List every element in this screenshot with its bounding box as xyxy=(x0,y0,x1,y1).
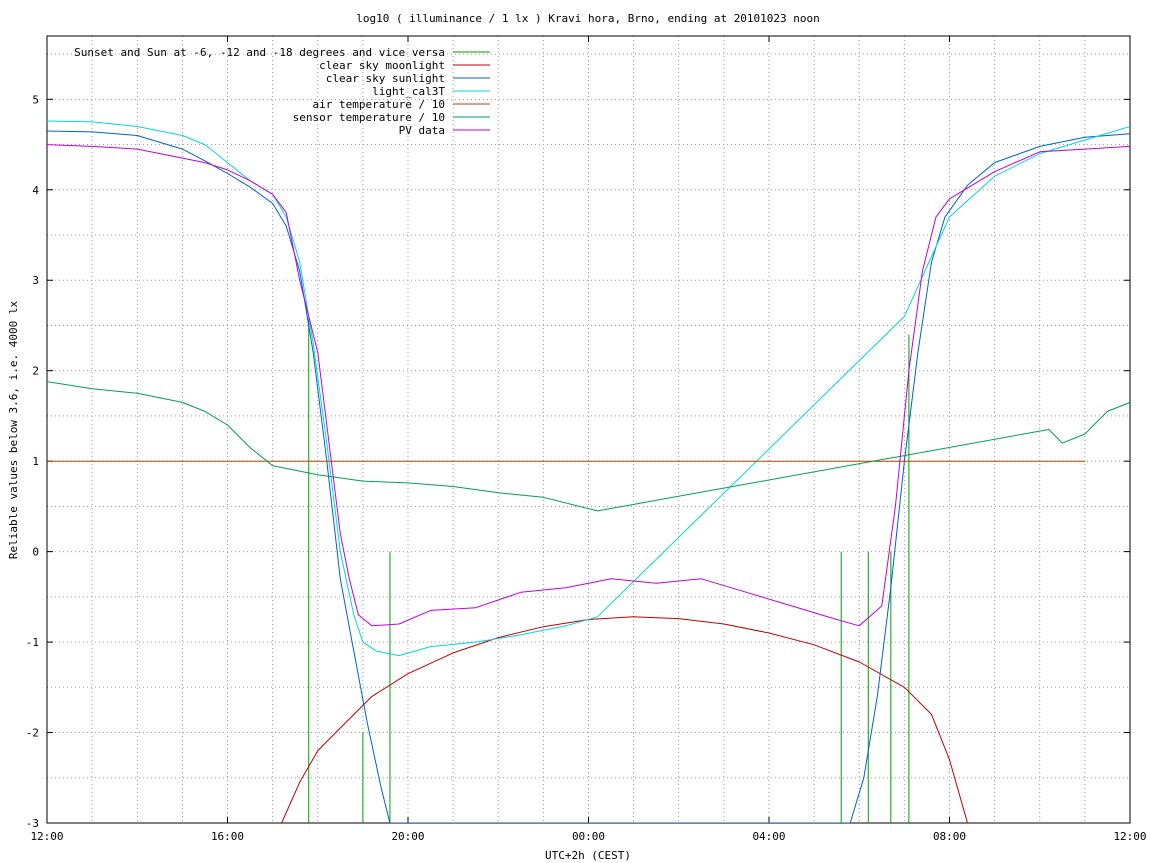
y-tick-label: -3 xyxy=(26,817,39,830)
y-tick-label: -1 xyxy=(26,636,39,649)
series-lines xyxy=(47,120,1130,823)
series-line-3 xyxy=(47,120,1130,657)
series-line-6 xyxy=(47,144,1130,627)
y-axis-label: Reliable values below 3.6, i.e. 4000 lx xyxy=(7,300,20,559)
grid xyxy=(47,36,1130,823)
legend-label: Sunset and Sun at -6, -12 and -18 degree… xyxy=(74,46,445,59)
y-tick-label: 1 xyxy=(32,455,39,468)
chart-title: log10 ( illuminance / 1 lx ) Kravi hora,… xyxy=(356,12,820,25)
legend-label: light_cal3T xyxy=(372,85,445,98)
legend-label: clear sky sunlight xyxy=(326,72,445,85)
x-tick-label: 12:00 xyxy=(30,830,63,843)
legend-label: sensor temperature / 10 xyxy=(293,111,445,124)
series-line-5 xyxy=(47,381,1130,512)
y-tick-label: 4 xyxy=(32,184,39,197)
x-tick-label: 16:00 xyxy=(211,830,244,843)
y-tick-label: 3 xyxy=(32,274,39,287)
axis-ticks: 12:00 16:00 20:00 00:00 04:00 08:00 12:00-3-2-… xyxy=(26,36,1147,843)
x-axis-label: UTC+2h (CEST) xyxy=(545,849,631,862)
x-tick-label: 00:00 xyxy=(572,830,605,843)
x-tick-label: 08:00 xyxy=(933,830,966,843)
x-tick-label: 12:00 xyxy=(1113,830,1146,843)
y-tick-label: -2 xyxy=(26,727,39,740)
y-tick-label: 5 xyxy=(32,93,39,106)
legend-label: air temperature / 10 xyxy=(313,98,445,111)
series-line-2 xyxy=(47,130,1130,823)
legend-label: PV data xyxy=(399,124,445,137)
y-tick-label: 0 xyxy=(32,546,39,559)
y-tick-label: 2 xyxy=(32,365,39,378)
series-sun-impulses xyxy=(308,316,910,823)
legend-label: clear sky moonlight xyxy=(319,59,445,72)
x-tick-label: 20:00 xyxy=(391,830,424,843)
x-tick-label: 04:00 xyxy=(752,830,785,843)
legend: Sunset and Sun at -6, -12 and -18 degree… xyxy=(74,46,490,137)
series-line-1 xyxy=(281,616,968,823)
